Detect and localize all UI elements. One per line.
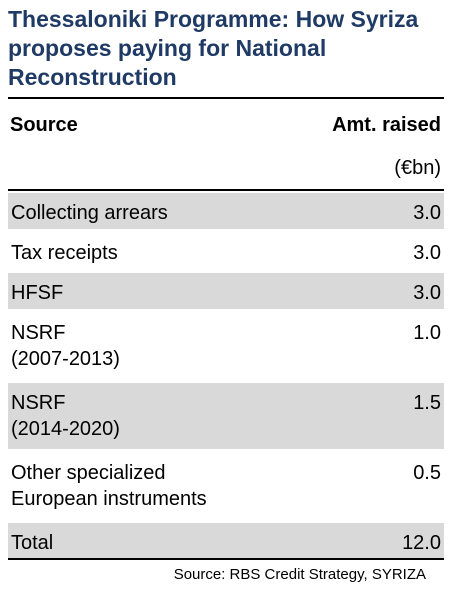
column-header-source: Source xyxy=(10,114,78,136)
top-rule xyxy=(8,97,444,99)
table-row: HFSF 3.0 xyxy=(8,273,444,309)
row-amount: 3.0 xyxy=(413,242,441,264)
row-amount: 1.0 xyxy=(413,322,441,344)
table-title: Thessaloniki Programme: How Syriza propo… xyxy=(8,6,419,90)
row-source: Tax receipts xyxy=(11,242,118,264)
table-row: NSRF (2007-2013) 1.0 xyxy=(8,313,444,379)
row-amount: 3.0 xyxy=(413,202,441,224)
table-row: Other specialized European instruments 0… xyxy=(8,453,444,519)
column-header-amount: Amt. raised xyxy=(332,114,441,136)
row-source: NSRF (2014-2020) xyxy=(11,392,120,440)
row-amount: 1.5 xyxy=(413,392,441,414)
table-row: Tax receipts 3.0 xyxy=(8,233,444,269)
row-amount: 12.0 xyxy=(402,532,441,554)
table-row: Collecting arrears 3.0 xyxy=(8,193,444,229)
row-source: NSRF (2007-2013) xyxy=(11,322,120,370)
header-rule xyxy=(8,189,444,191)
row-source: Other specialized European instruments xyxy=(11,462,207,510)
unit-label: (€bn) xyxy=(394,157,441,179)
row-amount: 3.0 xyxy=(413,282,441,304)
table-row-total: Total 12.0 xyxy=(8,523,444,560)
bottom-rule xyxy=(8,558,444,560)
table-row: NSRF (2014-2020) 1.5 xyxy=(8,383,444,449)
source-footnote: Source: RBS Credit Strategy, SYRIZA xyxy=(173,566,426,583)
table-body: Collecting arrears 3.0 Tax receipts 3.0 … xyxy=(8,193,444,560)
row-source: Total xyxy=(11,532,54,554)
row-source: Collecting arrears xyxy=(11,202,168,224)
row-source: HFSF xyxy=(11,282,64,304)
row-amount: 0.5 xyxy=(413,462,441,484)
